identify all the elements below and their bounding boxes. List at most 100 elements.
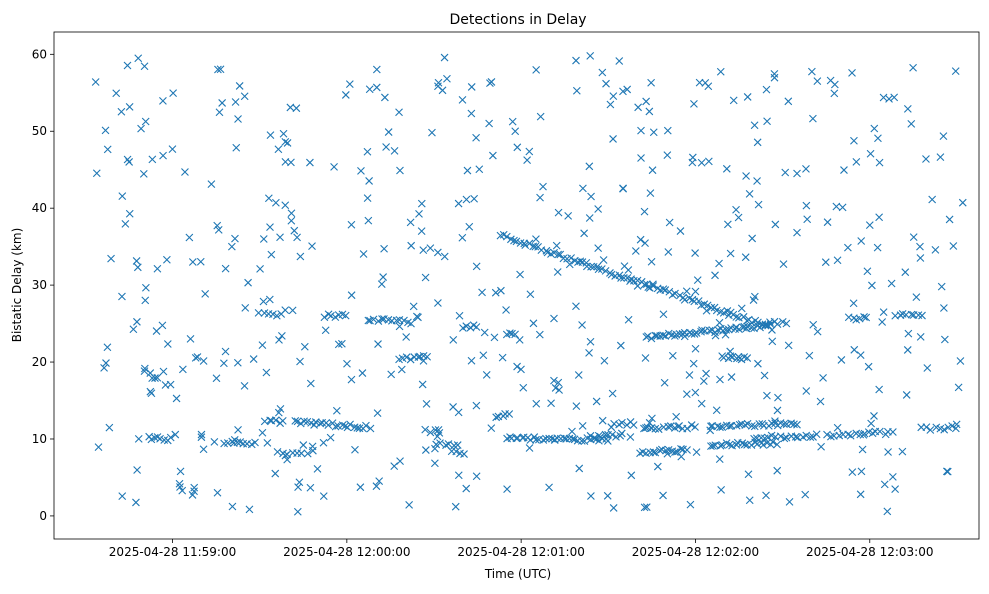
data-point bbox=[902, 391, 911, 399]
data-point bbox=[732, 441, 741, 449]
data-point bbox=[600, 356, 609, 365]
data-point bbox=[718, 423, 727, 431]
data-point bbox=[258, 428, 267, 437]
data-point bbox=[365, 85, 374, 94]
data-point bbox=[907, 119, 916, 128]
data-point bbox=[306, 483, 315, 492]
y-tick-label: 10 bbox=[32, 432, 47, 446]
data-point bbox=[249, 355, 258, 363]
data-point bbox=[378, 315, 386, 323]
data-point bbox=[197, 433, 206, 442]
data-point bbox=[737, 304, 746, 313]
data-point bbox=[741, 421, 750, 429]
data-point bbox=[659, 331, 667, 340]
data-point bbox=[438, 86, 447, 95]
data-point bbox=[644, 283, 653, 292]
data-point bbox=[433, 248, 442, 257]
data-point bbox=[214, 226, 223, 234]
data-point bbox=[321, 326, 330, 335]
data-point bbox=[172, 394, 181, 403]
data-point bbox=[100, 363, 108, 372]
data-point bbox=[898, 447, 907, 456]
data-point bbox=[281, 306, 290, 314]
data-point bbox=[502, 232, 511, 241]
data-point bbox=[519, 383, 528, 392]
data-point bbox=[292, 104, 301, 113]
data-point bbox=[781, 168, 790, 177]
data-point bbox=[755, 420, 764, 428]
data-point bbox=[743, 93, 752, 101]
data-point bbox=[133, 263, 142, 272]
data-point bbox=[480, 328, 489, 337]
data-point bbox=[216, 65, 225, 74]
data-point bbox=[405, 501, 414, 509]
data-point bbox=[712, 406, 721, 415]
data-point bbox=[565, 260, 574, 269]
data-point bbox=[125, 209, 134, 218]
data-point bbox=[627, 471, 636, 480]
data-point bbox=[364, 316, 373, 325]
data-point bbox=[813, 327, 822, 336]
data-point bbox=[647, 334, 656, 343]
data-point bbox=[303, 449, 312, 458]
data-point bbox=[838, 203, 847, 212]
data-point bbox=[690, 100, 698, 108]
data-point bbox=[300, 342, 309, 351]
data-point bbox=[338, 421, 347, 430]
data-point bbox=[532, 235, 540, 243]
data-point bbox=[691, 287, 700, 296]
data-point bbox=[802, 387, 811, 395]
data-point bbox=[683, 446, 691, 454]
data-point bbox=[774, 393, 782, 402]
data-point bbox=[564, 212, 573, 220]
data-point bbox=[860, 313, 868, 321]
data-point bbox=[683, 424, 692, 433]
data-point bbox=[856, 351, 865, 359]
data-point bbox=[186, 334, 195, 343]
data-point bbox=[615, 57, 624, 65]
data-point bbox=[709, 442, 717, 450]
data-point bbox=[454, 199, 463, 208]
data-point bbox=[665, 218, 674, 227]
data-point bbox=[373, 409, 382, 418]
data-point bbox=[773, 440, 781, 449]
data-point bbox=[141, 117, 150, 126]
data-point bbox=[215, 108, 224, 117]
data-point bbox=[748, 234, 757, 243]
data-point bbox=[244, 278, 252, 287]
data-point bbox=[676, 227, 685, 235]
data-point bbox=[442, 441, 450, 450]
data-point bbox=[379, 273, 388, 281]
data-point bbox=[747, 323, 756, 332]
data-point bbox=[407, 241, 416, 250]
data-point bbox=[440, 252, 449, 261]
data-point bbox=[462, 484, 471, 493]
data-point bbox=[575, 464, 584, 473]
data-point bbox=[273, 447, 282, 456]
data-point bbox=[674, 422, 682, 431]
data-point bbox=[525, 147, 534, 156]
data-point bbox=[365, 177, 373, 185]
data-point bbox=[754, 200, 763, 209]
data-point bbox=[837, 356, 846, 364]
data-point bbox=[734, 352, 743, 361]
data-point bbox=[532, 435, 540, 444]
data-point bbox=[926, 426, 935, 434]
data-point bbox=[640, 207, 649, 216]
data-point bbox=[692, 448, 701, 457]
data-point bbox=[745, 190, 754, 198]
data-point bbox=[517, 365, 525, 374]
data-point bbox=[296, 252, 305, 261]
data-point bbox=[185, 233, 194, 242]
data-point bbox=[754, 318, 762, 327]
data-point bbox=[762, 491, 770, 500]
data-point bbox=[274, 145, 283, 154]
data-point bbox=[671, 448, 679, 456]
data-point bbox=[823, 218, 832, 227]
y-tick-label: 40 bbox=[32, 201, 47, 215]
data-point bbox=[585, 349, 593, 357]
data-point bbox=[719, 309, 728, 317]
data-point bbox=[526, 290, 535, 299]
data-point bbox=[870, 124, 879, 133]
